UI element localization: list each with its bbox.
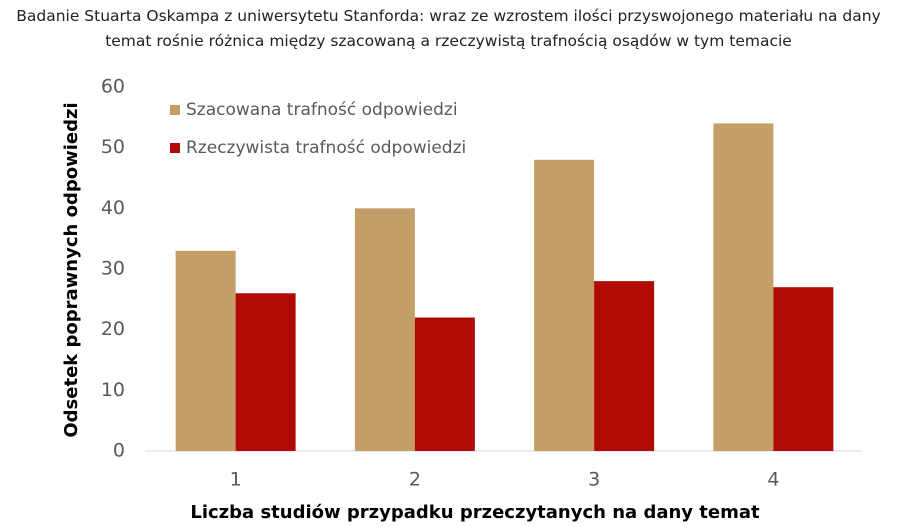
chart-title: Badanie Stuarta Oskampa z uniwersytetu S…: [16, 7, 881, 50]
legend-swatch: [170, 143, 180, 153]
y-tick-label: 0: [113, 440, 125, 462]
y-tick-label: 20: [101, 318, 125, 340]
bar: [175, 250, 236, 451]
x-axis-title: Liczba studiów przypadku przeczytanych n…: [190, 502, 760, 523]
legend-swatch: [170, 105, 180, 115]
bar: [354, 208, 415, 451]
bar: [773, 287, 834, 451]
legend-label: Szacowana trafność odpowiedzi: [186, 100, 458, 120]
y-tick-label: 60: [101, 76, 125, 98]
y-tick-label: 30: [101, 258, 125, 280]
bar: [235, 293, 296, 451]
bar: [713, 123, 774, 452]
x-tick-label: 2: [409, 469, 421, 491]
y-tick-label: 40: [101, 197, 125, 219]
bar: [414, 317, 475, 451]
y-axis-title: Odsetek poprawnych odpowiedzi: [61, 102, 82, 437]
x-tick-label: 4: [767, 469, 779, 491]
bar: [534, 159, 595, 452]
bar: [594, 281, 655, 451]
x-tick-label: 1: [230, 469, 242, 491]
y-tick-label: 10: [101, 379, 125, 401]
x-tick-label: 3: [588, 469, 600, 491]
y-tick-label: 50: [101, 136, 125, 158]
legend-label: Rzeczywista trafność odpowiedzi: [186, 138, 466, 158]
